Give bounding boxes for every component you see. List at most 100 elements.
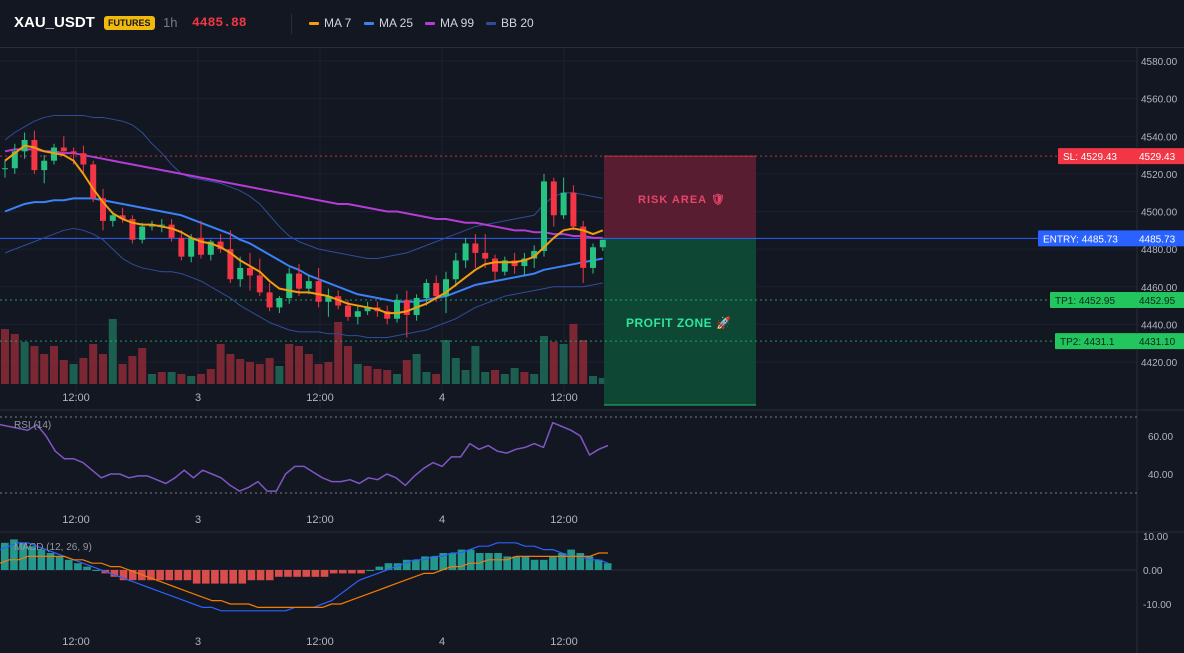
ma99-swatch: [425, 22, 435, 26]
macd-histogram-bar: [1, 542, 9, 570]
macd-histogram-bar: [46, 553, 55, 570]
volume-bar: [236, 359, 245, 384]
candle-body: [570, 192, 577, 227]
candle-body: [541, 181, 547, 252]
time-axis-label: 3: [195, 392, 201, 404]
macd-histogram-bar: [430, 556, 438, 570]
volume-bar: [89, 344, 98, 384]
macd-histogram-bar: [247, 570, 256, 581]
timeframe-selector[interactable]: 1h: [163, 15, 178, 30]
take-profit-1-label: TP1: 4452.95: [1055, 296, 1115, 307]
macd-histogram-bar: [439, 553, 448, 570]
volume-bar: [432, 374, 441, 384]
stop-loss-price: 4529.43: [1139, 152, 1176, 163]
volume-bar: [481, 372, 490, 384]
candle-body: [403, 299, 410, 315]
volume-bar: [589, 376, 597, 384]
legend-ma7[interactable]: MA 7: [309, 16, 351, 30]
candle-body: [354, 311, 361, 317]
futures-badge: FUTURES: [104, 16, 155, 30]
macd-histogram-bar: [448, 553, 457, 570]
candle-body: [2, 168, 8, 170]
macd-histogram-bar: [357, 570, 365, 574]
legend-ma25[interactable]: MA 25: [364, 16, 413, 30]
bb-swatch: [486, 22, 496, 26]
candle-body: [158, 224, 165, 226]
macd-histogram-bar: [37, 549, 46, 570]
ma7-line: [4, 144, 604, 315]
candle-body: [31, 140, 38, 171]
volume-bar: [530, 374, 539, 384]
macd-histogram-bar: [412, 559, 420, 570]
candle-body: [286, 273, 293, 299]
macd-histogram-bar: [284, 570, 292, 577]
macd-histogram-bar: [74, 563, 82, 570]
candle-body: [168, 224, 175, 238]
macd-histogram-bar: [320, 570, 329, 577]
legend-ma25-label: MA 25: [379, 16, 414, 30]
volume-bar: [491, 370, 499, 384]
volume-bar: [451, 358, 460, 384]
macd-histogram-bar: [567, 549, 575, 570]
volume-bar: [206, 369, 215, 384]
candle-body: [129, 219, 136, 240]
macd-histogram-bar: [119, 570, 128, 581]
candle-body: [178, 237, 185, 257]
legend-ma99[interactable]: MA 99: [425, 16, 474, 30]
macd-histogram-bar: [530, 559, 539, 570]
macd-histogram-bar: [238, 570, 247, 584]
macd-histogram-bar: [147, 570, 155, 581]
macd-histogram-bar: [92, 570, 100, 571]
volume-bar: [579, 340, 588, 384]
macd-histogram-bar: [229, 570, 237, 584]
volume-bar: [59, 360, 68, 384]
candle-body: [599, 239, 606, 248]
price-axis-label: 4480.00: [1141, 245, 1178, 256]
symbol-name[interactable]: XAU_USDT: [14, 14, 95, 31]
volume-bar: [540, 336, 548, 384]
macd-histogram-bar: [594, 559, 603, 570]
candle-body: [580, 226, 587, 268]
candle-body: [266, 292, 273, 308]
time-axis-label: 12:00: [306, 514, 334, 526]
macd-histogram-bar: [585, 556, 594, 570]
last-price: 4485.88: [192, 15, 247, 30]
volume-bar: [422, 372, 431, 384]
candle-body: [80, 153, 87, 165]
macd-histogram-bar: [421, 556, 429, 570]
price-axis-label: 4420.00: [1141, 358, 1178, 369]
price-axis-label: 4500.00: [1141, 208, 1178, 219]
volume-bar: [510, 368, 519, 384]
volume-bar: [148, 374, 156, 384]
volume-bar: [108, 319, 117, 384]
legend-ma99-label: MA 99: [440, 16, 475, 30]
volume-bar: [265, 358, 274, 384]
candle-body: [550, 181, 557, 216]
price-axis-label: 4460.00: [1141, 283, 1178, 294]
macd-histogram-bar: [457, 549, 466, 570]
volume-bar: [393, 374, 401, 384]
volume-bar: [442, 340, 450, 384]
stop-loss-label: SL: 4529.43: [1063, 152, 1117, 163]
macd-histogram-bar: [293, 570, 301, 577]
candle-body: [90, 164, 97, 199]
candle-body: [521, 258, 528, 267]
volume-bar: [1, 329, 9, 384]
price-axis-label: 4440.00: [1141, 320, 1178, 331]
volume-bar: [363, 366, 372, 384]
macd-histogram-bar: [549, 556, 557, 570]
price-axis-label: 4540.00: [1141, 132, 1178, 143]
macd-histogram-bar: [366, 570, 375, 571]
macd-histogram-bar: [128, 570, 137, 581]
macd-histogram-bar: [201, 570, 210, 584]
rsi-axis-label: 40.00: [1148, 470, 1173, 481]
macd-histogram-bar: [338, 570, 347, 574]
volume-bar: [20, 342, 29, 384]
legend-bb20[interactable]: BB 20: [486, 16, 534, 30]
rsi-axis-label: 60.00: [1148, 432, 1173, 443]
volume-bar: [177, 374, 186, 384]
entry-label: ENTRY: 4485.73: [1043, 234, 1118, 245]
candle-body: [109, 215, 116, 221]
candle-body: [60, 147, 67, 152]
